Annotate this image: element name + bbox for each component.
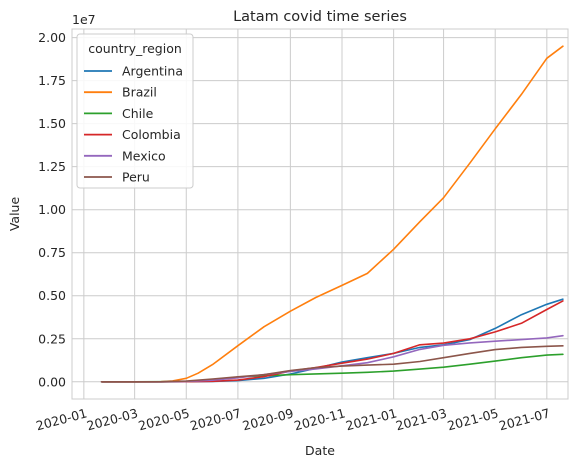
x-tick-label: 2021-03 [394, 405, 448, 433]
x-tick-label: 2021-07 [497, 405, 551, 433]
y-tick-label: 1.75 [38, 73, 66, 88]
x-axis-title: Date [305, 443, 335, 458]
x-tick-label: 2020-01 [34, 405, 88, 433]
x-tick-label: 2020-09 [241, 405, 295, 433]
legend: country_region Argentina Brazil Chile Colom… [77, 34, 193, 188]
y-offset-text: 1e7 [72, 12, 96, 27]
legend-label-mexico: Mexico [122, 148, 166, 163]
y-tick-label: 0.75 [38, 245, 66, 260]
y-tick-label: 1.50 [38, 116, 66, 131]
y-tick-label: 0.50 [38, 288, 66, 303]
legend-label-argentina: Argentina [122, 64, 183, 79]
legend-title: country_region [88, 41, 182, 56]
legend-label-chile: Chile [122, 106, 154, 121]
legend-label-colombia: Colombia [122, 127, 181, 142]
y-tick-label: 0.25 [38, 331, 66, 346]
chart-title: Latam covid time series [233, 9, 407, 25]
x-tick-label: 2020-05 [137, 405, 191, 433]
x-tick-label: 2021-05 [446, 405, 500, 433]
x-tick-label: 2020-11 [292, 405, 346, 433]
x-tick-label: 2020-07 [188, 405, 242, 433]
legend-label-peru: Peru [122, 170, 150, 185]
y-tick-label: 0.00 [38, 374, 66, 389]
y-tick-label: 2.00 [38, 30, 66, 45]
y-tick-label: 1.00 [38, 202, 66, 217]
y-tick-label: 1.25 [38, 159, 66, 174]
y-tick-labels: 0.00 0.25 0.50 0.75 1.00 1.25 1.50 1.75 2.00 [38, 30, 66, 389]
y-axis-title: Value [7, 197, 22, 232]
x-tick-labels: 2020-012020-032020-052020-072020-092020-… [34, 405, 551, 433]
x-tick-label: 2021-01 [344, 405, 398, 433]
legend-label-brazil: Brazil [122, 85, 157, 100]
x-tick-label: 2020-03 [85, 405, 139, 433]
